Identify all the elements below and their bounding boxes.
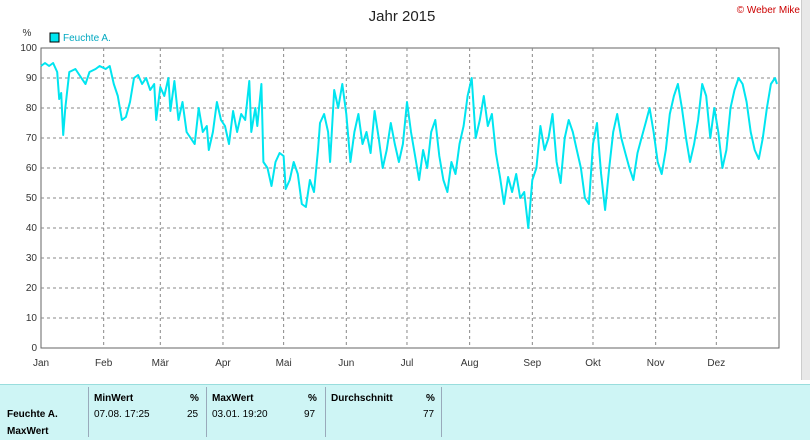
- stats-row-label-2: MaxWert: [7, 426, 49, 437]
- avg-header: Durchschnitt: [331, 393, 393, 404]
- legend-label: Feuchte A.: [63, 33, 111, 44]
- copyright-text: © Weber Mike: [737, 5, 801, 16]
- axis-layer: 0 10 20 30 40 50 60 70 80 90 100 Jan Feb Mär Apr Mai Jun…: [20, 43, 725, 369]
- stats-divider: [206, 387, 207, 437]
- min-unit: %: [190, 393, 199, 404]
- x-tick-label: Feb: [95, 358, 113, 369]
- x-tick-label: Sep: [523, 358, 541, 369]
- max-header: MaxWert: [212, 393, 254, 404]
- y-tick-label: 20: [26, 283, 38, 294]
- x-tick-label: Jul: [401, 358, 414, 369]
- x-tick-label: Mär: [152, 358, 170, 369]
- humidity-chart: Jahr 2015 © Weber Mike % Feuchte A. 0 10 2…: [20, 5, 801, 369]
- max-unit: %: [308, 393, 317, 404]
- y-tick-label: 10: [26, 313, 38, 324]
- series-line-feuchte: [40, 62, 778, 229]
- avg-unit: %: [426, 393, 435, 404]
- x-tick-label: Nov: [647, 358, 665, 369]
- y-tick-label: 50: [26, 193, 38, 204]
- max-datetime: 03.01. 19:20: [212, 409, 268, 420]
- x-tick-label: Jun: [338, 358, 354, 369]
- grid-layer: [40, 47, 780, 349]
- x-tick-label: Mai: [276, 358, 292, 369]
- x-tick-label: Aug: [461, 358, 479, 369]
- legend-swatch: [49, 32, 60, 43]
- y-tick-label: 80: [26, 103, 38, 114]
- chart-title: Jahr 2015: [369, 8, 436, 25]
- y-axis-unit-label: %: [23, 28, 32, 39]
- stats-divider: [325, 387, 326, 437]
- max-value: 97: [304, 409, 316, 420]
- min-value: 25: [187, 409, 199, 420]
- vertical-scrollbar[interactable]: [801, 0, 810, 380]
- stats-row-label: Feuchte A.: [7, 409, 58, 420]
- y-tick-label: 0: [31, 343, 37, 354]
- x-tick-label: Okt: [585, 358, 601, 369]
- stats-grid: Feuchte A. MaxWert MinWert % 07.08. 17:2…: [0, 385, 810, 440]
- x-tick-label: Jan: [33, 358, 49, 369]
- x-tick-label: Dez: [707, 358, 725, 369]
- min-header: MinWert: [94, 393, 134, 404]
- y-tick-label: 90: [26, 73, 38, 84]
- y-tick-label: 100: [20, 43, 37, 54]
- stats-divider: [88, 387, 89, 437]
- y-tick-label: 70: [26, 133, 38, 144]
- stats-divider: [441, 387, 442, 437]
- stats-panel: Feuchte A. MaxWert MinWert % 07.08. 17:2…: [0, 384, 810, 440]
- min-datetime: 07.08. 17:25: [94, 409, 150, 420]
- y-tick-label: 30: [26, 253, 38, 264]
- chart-area: Jahr 2015 © Weber Mike % Feuchte A. 0 10 2…: [20, 0, 810, 380]
- x-tick-label: Apr: [215, 358, 231, 369]
- series-layer: [40, 62, 778, 229]
- y-tick-label: 60: [26, 163, 38, 174]
- avg-value: 77: [423, 409, 435, 420]
- y-tick-label: 40: [26, 223, 38, 234]
